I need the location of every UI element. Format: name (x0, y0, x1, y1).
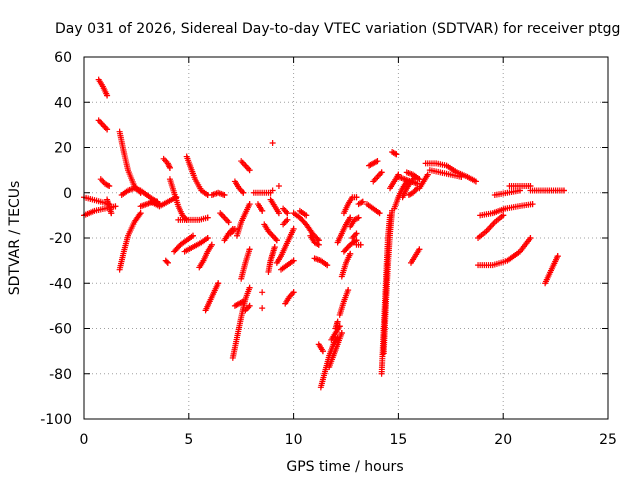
data-point (355, 214, 362, 221)
data-point (273, 237, 280, 244)
x-tick-label: 25 (599, 432, 617, 448)
data-point (269, 139, 276, 146)
data-point (354, 215, 361, 222)
x-tick-label: 10 (285, 432, 303, 448)
y-tick-label: 40 (54, 95, 72, 111)
data-point (164, 259, 171, 266)
data-point (240, 298, 247, 305)
data-point (314, 235, 321, 242)
data-point (416, 176, 423, 183)
data-point (290, 225, 297, 232)
data-point (560, 187, 567, 194)
data-point (347, 214, 354, 221)
data-point (106, 182, 113, 189)
data-point (275, 210, 282, 217)
data-point (315, 241, 322, 248)
data-point (108, 210, 115, 217)
data-point (324, 262, 331, 269)
y-tick-label: -100 (40, 412, 72, 428)
data-point (376, 210, 383, 217)
data-point (359, 198, 366, 205)
data-point (246, 201, 253, 208)
y-tick-label: -40 (49, 276, 72, 292)
data-point (345, 287, 352, 294)
x-tick-label: 20 (494, 432, 512, 448)
data-point (500, 212, 507, 219)
data-point (529, 201, 536, 208)
data-point (204, 235, 211, 241)
data-point (424, 171, 431, 178)
data-point (527, 235, 534, 241)
data-point (259, 289, 266, 296)
data-point (472, 178, 479, 185)
data-point (290, 257, 297, 264)
data-point (338, 330, 345, 337)
data-point (221, 192, 228, 199)
data-point (554, 253, 561, 260)
data-point (357, 241, 364, 248)
data-point (374, 158, 381, 165)
data-point (240, 189, 247, 196)
y-tick-label: 60 (54, 50, 72, 66)
data-point (269, 187, 276, 194)
data-point (112, 203, 119, 210)
data-point (290, 289, 297, 296)
data-point (215, 280, 222, 287)
x-tick-label: 0 (80, 432, 89, 448)
data-point (347, 250, 354, 257)
data-point (458, 173, 465, 180)
data-point (166, 164, 173, 171)
data-point (358, 199, 365, 206)
plot-frame (83, 56, 609, 420)
data-point (275, 182, 282, 189)
data-point (319, 348, 326, 355)
y-tick-label: 0 (63, 186, 72, 202)
y-tick-label: 20 (54, 141, 72, 157)
data-point (314, 241, 321, 248)
data-point (204, 214, 211, 221)
data-point (378, 169, 385, 176)
data-point (163, 258, 170, 265)
y-tick-label: -20 (49, 231, 72, 247)
data-point (189, 232, 196, 239)
grid-lines (84, 57, 608, 419)
data-point (259, 207, 266, 214)
data-point (104, 92, 111, 99)
chart-title: Day 031 of 2026, Sidereal Day-to-day VTE… (55, 21, 620, 37)
data-point (104, 126, 111, 133)
data-point (225, 219, 232, 226)
y-tick-label: -80 (49, 367, 72, 383)
data-points (81, 76, 567, 391)
data-point (246, 302, 253, 309)
data-point (416, 246, 423, 253)
x-axis-label: GPS time / hours (286, 459, 403, 475)
tick-labels: 0 5 10 15 20 25 -100 -80 -60 -40 -20 0 20 40 60 (40, 50, 617, 448)
x-tick-label: 15 (389, 432, 407, 448)
data-point (246, 167, 253, 174)
data-point (373, 158, 380, 165)
data-point (271, 244, 278, 251)
data-point (391, 150, 398, 157)
x-tick-label: 5 (184, 432, 193, 448)
data-point (259, 305, 266, 312)
y-axis-label: SDTVAR / TECUs (7, 181, 23, 296)
data-point (238, 299, 245, 306)
data-point (334, 318, 341, 325)
data-point (246, 284, 253, 291)
data-point (284, 216, 291, 223)
data-point (246, 246, 253, 253)
data-point (353, 194, 360, 201)
data-point (303, 212, 310, 219)
data-point (393, 151, 400, 158)
data-point (231, 225, 238, 232)
data-point (208, 241, 215, 248)
data-point (104, 182, 111, 189)
data-point (137, 210, 144, 217)
data-point (284, 210, 291, 217)
y-tick-label: -60 (49, 322, 72, 338)
data-point (353, 230, 360, 237)
